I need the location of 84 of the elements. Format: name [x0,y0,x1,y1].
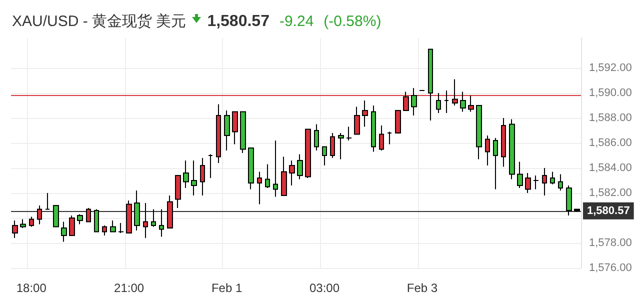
candlestick [110,220,116,232]
x-tick-label: Feb 1 [211,281,242,295]
y-tick-label: 1,578.00 [589,237,632,249]
candlestick [29,216,34,228]
candlestick [53,205,59,228]
y-tick-label: 1,586.00 [589,137,632,149]
candlestick [509,118,515,180]
candlestick [371,105,376,152]
candlestick [45,192,50,210]
candlestick [525,172,531,194]
candlestick [102,225,107,236]
candlestick [346,126,352,141]
text: 1,580.57 [207,13,270,31]
candlestick [322,146,327,166]
x-tick-label: 03:00 [309,281,340,295]
candlestick [257,171,262,205]
candlestick [191,160,197,196]
candlestick [175,175,181,208]
candlestick [265,164,270,188]
candlestick [224,110,230,151]
x-tick-label: 21:00 [114,281,144,295]
candlestick [232,111,238,145]
candlestick [330,132,335,158]
candlestick [485,135,490,166]
candlestick [273,140,278,198]
candlestick [159,208,164,238]
candlestick [77,214,83,225]
candlestick [289,160,295,186]
candlestick [216,104,221,164]
candlestick [305,128,311,178]
y-tick-label: 1,582.00 [589,187,632,199]
candlestick [395,110,401,134]
candlestick [436,92,441,114]
candlestick [533,175,539,190]
candlestick [86,208,91,222]
x-tick-label: Feb 3 [406,281,438,295]
candlestick [167,195,173,228]
candlestick [297,154,303,180]
candlestick [143,202,148,238]
candlestick [69,215,75,236]
candlestick [338,132,344,160]
candlestick [444,90,449,114]
candlestick [314,124,319,151]
candlestick [550,171,555,185]
candlestick [517,161,523,188]
y-tick-label: 1,590.00 [589,87,632,99]
candlestick [493,138,498,190]
candlestick [118,222,124,234]
candlestick [354,106,360,135]
candlestick [208,154,213,178]
candlestick [501,118,506,168]
candlestick [428,48,433,121]
y-tick-label: 1,584.00 [589,162,632,174]
candlestick [151,208,156,228]
candlestick [12,220,18,238]
candlestick [240,111,246,154]
candlestick [248,148,254,190]
candlestick [362,100,368,128]
text: -9.24 [279,13,314,30]
candlestick [460,91,466,112]
chart-title: XAU/USD - 黄金现货 美元 [12,12,186,31]
candlestick [542,168,547,196]
y-tick-label: 1,588.00 [589,112,632,124]
y-tick-label: 1,592.00 [589,62,632,74]
candlestick [37,205,42,225]
candlestick [126,200,132,234]
candlestick [566,185,572,216]
candlestick [411,88,417,116]
candlestick [134,190,140,231]
x-tick-label: 18:00 [16,281,47,295]
candlestick [281,156,287,196]
candlestick [574,208,580,212]
candlestick [558,174,563,191]
ref-line-label: 1,580.57 [587,204,630,217]
candlestick [200,158,205,196]
candlestick [20,218,26,228]
candlestick [183,160,189,188]
text: (-0.58%) [324,13,382,30]
y-tick-label: 1,576.00 [589,262,632,274]
candlestick [379,125,384,151]
candlestick [94,208,99,232]
candlestick [476,105,482,160]
candlestick [387,131,392,145]
candlestick [61,221,67,242]
